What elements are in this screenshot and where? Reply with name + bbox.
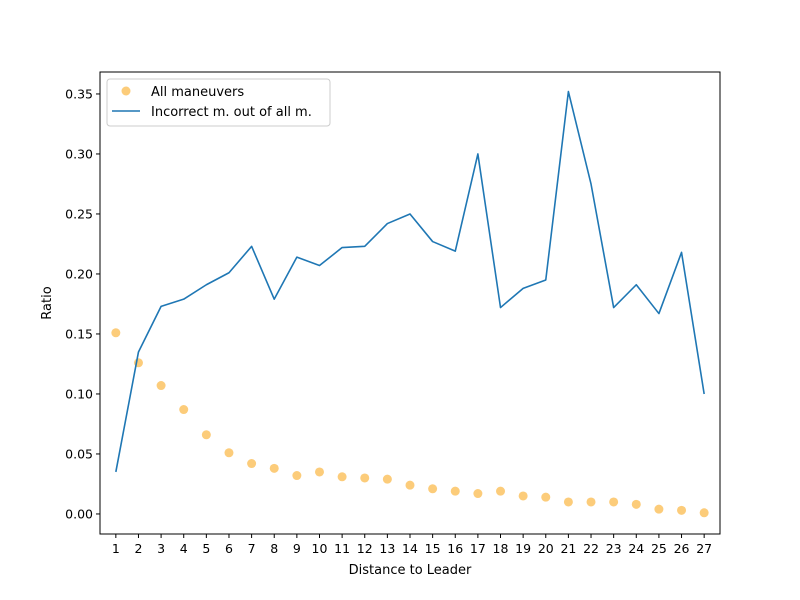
- all-maneuvers-point: [292, 471, 302, 481]
- plot-frame: [99, 71, 721, 535]
- x-tick-label: 10: [312, 541, 328, 556]
- all-maneuvers-point: [609, 497, 619, 507]
- y-tick-label: 0.10: [65, 386, 93, 401]
- incorrect-maneuvers-line: [115, 90, 705, 473]
- all-maneuvers-point: [496, 486, 506, 496]
- y-axis-ticks: 0.00 0.05 0.10 0.15 0.20 0.25 0.30 0.35: [65, 86, 100, 521]
- x-axis-ticks: 1 2 3 4 5 6 7 8 9 10 11 12 13 14 15 16 17 18 19 20 21 22 23 24 2…: [112, 534, 712, 556]
- all-maneuvers-point: [450, 486, 460, 496]
- all-maneuvers-point: [405, 480, 415, 490]
- legend-marker-all-maneuvers: [121, 86, 131, 96]
- y-tick-label: 0.00: [65, 506, 93, 521]
- x-tick-label: 4: [180, 541, 188, 556]
- all-maneuvers-point: [382, 474, 392, 484]
- y-tick-label: 0.35: [65, 86, 93, 101]
- all-maneuvers-point: [518, 491, 528, 501]
- x-tick-label: 27: [696, 541, 712, 556]
- x-tick-label: 14: [402, 541, 418, 556]
- x-tick-label: 19: [515, 541, 531, 556]
- legend-frame: [106, 78, 331, 127]
- legend-label-incorrect-maneuvers: Incorrect m. out of all m.: [151, 105, 312, 120]
- all-maneuvers-point: [360, 473, 370, 483]
- all-maneuvers-point: [563, 497, 573, 507]
- x-tick-label: 12: [357, 541, 373, 556]
- x-tick-label: 8: [270, 541, 278, 556]
- all-maneuvers-point: [247, 459, 257, 469]
- y-tick-label: 0.30: [65, 146, 93, 161]
- x-tick-label: 24: [628, 541, 644, 556]
- all-maneuvers-point: [541, 492, 551, 502]
- series-layer: [111, 90, 709, 518]
- x-tick-label: 5: [202, 541, 210, 556]
- x-tick-label: 3: [157, 541, 165, 556]
- x-tick-label: 15: [425, 541, 441, 556]
- y-tick-label: 0.15: [65, 326, 93, 341]
- x-tick-label: 2: [134, 541, 142, 556]
- all-maneuvers-point: [224, 448, 234, 458]
- all-maneuvers-point: [337, 472, 347, 482]
- y-axis-label: Ratio: [40, 286, 55, 319]
- all-maneuvers-point: [473, 489, 483, 499]
- x-tick-label: 6: [225, 541, 233, 556]
- all-maneuvers-point: [314, 467, 324, 477]
- all-maneuvers-point: [586, 497, 596, 507]
- x-tick-label: 26: [674, 541, 690, 556]
- x-tick-label: 16: [447, 541, 463, 556]
- all-maneuvers-point: [631, 499, 641, 509]
- x-tick-label: 13: [379, 541, 395, 556]
- all-maneuvers-point: [677, 505, 687, 515]
- x-tick-label: 17: [470, 541, 486, 556]
- x-tick-label: 20: [538, 541, 554, 556]
- x-tick-label: 25: [651, 541, 667, 556]
- x-tick-label: 23: [606, 541, 622, 556]
- x-tick-label: 1: [112, 541, 120, 556]
- all-maneuvers-point: [428, 484, 438, 494]
- x-tick-label: 18: [493, 541, 509, 556]
- x-tick-label: 21: [560, 541, 576, 556]
- x-axis-label: Distance to Leader: [349, 563, 472, 578]
- x-tick-label: 11: [334, 541, 350, 556]
- all-maneuvers-point: [179, 405, 189, 415]
- legend: All maneuvers Incorrect m. out of all m.: [106, 78, 331, 127]
- all-maneuvers-point: [269, 463, 279, 473]
- all-maneuvers-point: [654, 504, 664, 514]
- x-tick-label: 9: [293, 541, 301, 556]
- all-maneuvers-point: [111, 328, 121, 338]
- legend-label-all-maneuvers: All maneuvers: [151, 85, 244, 100]
- y-tick-label: 0.05: [65, 446, 93, 461]
- y-tick-label: 0.20: [65, 266, 93, 281]
- y-tick-label: 0.25: [65, 206, 93, 221]
- x-tick-label: 7: [248, 541, 256, 556]
- x-tick-label: 22: [583, 541, 599, 556]
- all-maneuvers-point: [699, 508, 709, 518]
- all-maneuvers-point: [201, 430, 211, 440]
- all-maneuvers-point: [156, 381, 166, 391]
